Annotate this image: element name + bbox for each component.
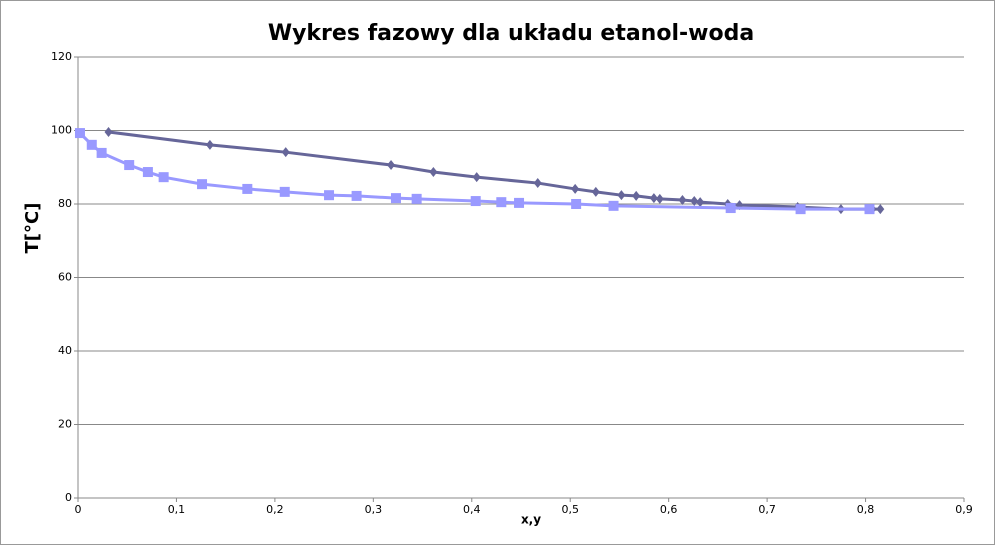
data-point [324,190,335,201]
data-point [655,193,664,204]
x-tick-label: 0,3 [365,503,383,516]
x-tick-label: 0 [75,503,82,516]
data-point [678,194,687,205]
data-point [795,204,806,215]
data-point [864,204,875,215]
x-tick-label: 0,8 [857,503,875,516]
data-point [608,200,619,211]
data-point [725,203,736,214]
data-point [158,172,169,183]
x-tick-label: 0,4 [463,503,481,516]
data-point [124,160,135,171]
data-point [74,128,85,139]
data-point [197,179,208,190]
data-point [279,186,290,197]
data-point [429,167,438,178]
data-point [696,197,705,208]
data-point [876,204,885,215]
x-tick-label: 0,9 [955,503,973,516]
x-tick-label: 0,6 [660,503,678,516]
data-point [571,183,580,194]
y-tick-label: 80 [58,197,72,210]
data-point [514,197,525,208]
data-point [472,172,481,183]
chart-title: Wykres fazowy dla układu etanol-woda [268,21,754,46]
data-point [86,139,97,150]
data-point [142,167,153,178]
data-point [632,190,641,201]
y-tick-label: 100 [51,124,72,137]
x-axis-label: x,y [521,513,541,527]
data-point [387,160,396,171]
data-point [496,197,507,208]
x-tick-label: 0,5 [561,503,579,516]
data-point [96,147,107,158]
y-tick-label: 40 [58,344,72,357]
data-point [591,186,600,197]
data-point [242,183,253,194]
x-tick-label: 0,7 [758,503,776,516]
data-point [411,193,422,204]
y-tick-label: 20 [58,418,72,431]
y-tick-label: 60 [58,271,72,284]
data-point [104,126,113,137]
data-point [470,196,481,207]
data-point [617,190,626,201]
data-point [690,196,699,207]
data-point [205,139,214,150]
data-point [351,190,362,201]
x-tick-label: 0,1 [168,503,186,516]
y-tick-label: 0 [65,491,72,504]
y-axis-label: T[°C] [22,203,43,254]
data-point [649,193,658,204]
y-tick-label: 120 [51,50,72,63]
series-line [108,130,881,211]
x-tick-label: 0,2 [266,503,284,516]
data-point [533,178,542,189]
data-point [281,147,290,158]
data-point [571,199,582,209]
data-point [390,193,401,204]
